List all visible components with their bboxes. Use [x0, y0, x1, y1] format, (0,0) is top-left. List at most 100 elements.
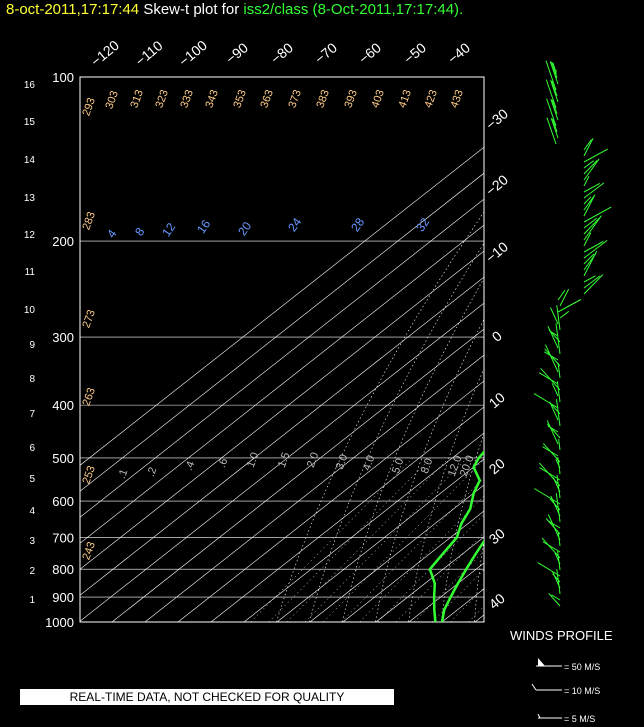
- temperature-right-label: 40: [486, 590, 508, 612]
- height-km-label: 4: [29, 506, 35, 517]
- lower-mixing-label: 1.0: [245, 451, 262, 469]
- wind-barb: [545, 79, 557, 109]
- wind-barb: [547, 514, 561, 541]
- wind-barb: [583, 217, 598, 229]
- wind-barb: [550, 80, 559, 103]
- height-km-label: 6: [29, 443, 35, 454]
- temperature-right-label: 0: [489, 327, 505, 344]
- dry-adiabat-label: 403: [369, 88, 387, 109]
- lower-mixing-label: 8.0: [419, 457, 436, 475]
- title-middle: Skew-t plot for: [139, 1, 244, 18]
- dry-adiabat: [507, 77, 644, 634]
- dry-adiabat-label: 333: [178, 88, 196, 109]
- mixing-ratio-line: [377, 514, 484, 622]
- temperature-right-label: −10: [483, 238, 512, 266]
- wind-barb: [538, 462, 561, 487]
- mixing-ratio-line: [431, 569, 484, 622]
- dry-adiabat: [276, 211, 484, 622]
- isotherm: [80, 224, 484, 544]
- lower-mixing-label: .4: [183, 460, 197, 473]
- isotherm: [309, 484, 484, 622]
- dry-adiabat-label: 383: [314, 88, 332, 109]
- wind-barb: [556, 399, 561, 427]
- wind-barb: [583, 275, 596, 283]
- height-km-label: 1: [29, 595, 35, 606]
- wind-barb: [541, 537, 561, 559]
- lower-mixing-label: 3.0: [334, 453, 351, 471]
- dry-adiabat: [309, 242, 484, 622]
- dry-adiabat: [634, 77, 644, 634]
- wind-barb: [583, 240, 608, 259]
- isotherm: [80, 198, 484, 518]
- title-date: 8-oct-2011,17:17:44: [6, 1, 140, 18]
- isotherm: [441, 588, 484, 622]
- wind-barb: [583, 148, 608, 163]
- mixing-ratio-label: 28: [348, 215, 367, 234]
- lower-mixing-label: 5.0: [390, 457, 407, 475]
- pressure-tick-label: 400: [52, 398, 74, 413]
- wind-barb: [583, 206, 612, 223]
- pressure-tick-label: 100: [52, 70, 74, 85]
- wind-barb: [544, 348, 561, 367]
- isotherm: [508, 77, 644, 622]
- pressure-tick-label: 900: [52, 590, 74, 605]
- height-km-label: 2: [29, 566, 35, 577]
- dry-adiabat-label: 373: [286, 88, 304, 109]
- wind-barb: [557, 551, 561, 571]
- isotherm: [408, 562, 484, 622]
- temperature-top-label: −40: [445, 39, 474, 67]
- dry-adiabat: [342, 277, 484, 622]
- height-km-label: 11: [25, 267, 36, 278]
- wind-barb: [547, 325, 559, 349]
- wind-barb: [557, 457, 561, 475]
- mixing-ratio-line: [450, 587, 484, 622]
- wind-barb: [583, 160, 598, 175]
- lower-mixing-label: 1.5: [276, 451, 293, 469]
- temperature-top-label: −80: [268, 39, 297, 67]
- mixing-ratio-line: [286, 457, 450, 622]
- wind-barb: [549, 61, 559, 85]
- wind-barb: [545, 344, 559, 373]
- wind-barb: [551, 61, 558, 79]
- temperature-top-label: −50: [401, 39, 430, 67]
- temperature-top-label: −70: [312, 39, 341, 67]
- height-km-label: 5: [29, 474, 35, 485]
- height-km-label: 12: [24, 230, 36, 241]
- wind-barb: [552, 62, 557, 73]
- dry-adiabat-label: 293: [80, 96, 98, 117]
- title-when: 8-Oct-2011,17:17:44: [317, 1, 455, 18]
- isotherm: [80, 276, 484, 596]
- pressure-tick-label: 800: [52, 562, 74, 577]
- lower-mixing-label: 2.0: [305, 451, 322, 469]
- dry-adiabat-label: 363: [258, 88, 276, 109]
- wind-barb: [555, 323, 561, 355]
- height-km-label: 15: [24, 117, 36, 128]
- temperature-top-label: −120: [88, 37, 123, 70]
- wind-barb: [546, 98, 557, 127]
- wind-barb: [556, 475, 561, 499]
- temperature-right-label: −20: [483, 171, 512, 199]
- wind-barb: [559, 288, 570, 307]
- temperature-top-label: −90: [223, 39, 252, 67]
- dewpoint-profile: [428, 450, 484, 622]
- dry-adiabat-label: 283: [80, 210, 98, 231]
- barb-5-tick: [537, 713, 541, 719]
- wind-barb: [546, 117, 557, 145]
- wind-barb: [546, 420, 559, 445]
- title-station: iss2/class: [243, 1, 309, 18]
- temperature-right-label: 30: [486, 525, 508, 547]
- pressure-tick-label: 700: [52, 531, 74, 546]
- wind-barb: [557, 533, 561, 547]
- wind-barb: [551, 383, 559, 397]
- mixing-ratio-label: 8: [132, 225, 147, 239]
- mixing-ratio-label: 32: [413, 215, 432, 234]
- dry-adiabat-label: 303: [103, 89, 121, 110]
- height-km-label: 13: [24, 193, 36, 204]
- wind-barb: [542, 541, 561, 553]
- lower-mixing-label: .1: [116, 468, 130, 481]
- wind-barb: [583, 215, 602, 241]
- isotherm: [243, 432, 484, 622]
- wind-barb: [552, 118, 558, 133]
- wind-barb: [583, 158, 600, 181]
